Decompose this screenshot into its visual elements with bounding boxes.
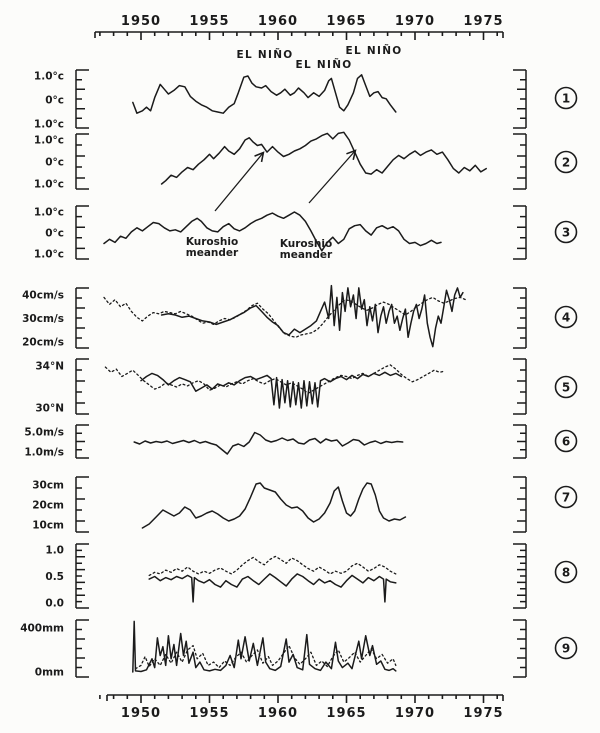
el-nino-annotation-0: EL NIÑO bbox=[236, 48, 293, 61]
panel-9-right-scale-bracket bbox=[513, 619, 527, 678]
panel-8-y-tick-label-1: 0.5 bbox=[45, 571, 64, 583]
panel-3-number-circle bbox=[554, 220, 578, 244]
kuroshio-meander-annotation-0-line1: Kuroshio bbox=[186, 236, 238, 248]
panel-9-y-tick-label-0: 400mm bbox=[20, 623, 64, 635]
bottom-axis-year-label-1975: 1975 bbox=[463, 706, 503, 721]
panel-9-number-label: 9 bbox=[562, 642, 570, 656]
panel-7-y-tick-label-1: 20cm bbox=[32, 500, 64, 512]
kuroshio-meander-annotation-0-line2: meander bbox=[186, 247, 239, 259]
panel-2-y-tick-label-0: 1.0°c bbox=[34, 135, 64, 147]
panel-1-y-tick-label-0: 1.0°c bbox=[34, 71, 64, 83]
panel-6-series-wind-speed bbox=[133, 431, 404, 455]
top-axis bbox=[94, 31, 504, 40]
panel-5-series-latitude-dashed bbox=[104, 364, 445, 394]
panel-6-y-tick-label-1: 1.0m/s bbox=[24, 447, 64, 459]
panel-6-right-scale-bracket bbox=[513, 424, 527, 459]
bottom-axis bbox=[99, 694, 504, 703]
panel-7-y-tick-label-2: 10cm bbox=[32, 520, 64, 532]
panel-7-right-scale-bracket bbox=[513, 476, 527, 533]
panel-7-left-scale-bracket bbox=[75, 476, 89, 533]
panel-1-left-scale-bracket bbox=[75, 69, 89, 129]
panel-1-y-tick-label-2: 1.0°c bbox=[34, 119, 64, 131]
panel-8-left-scale-bracket bbox=[75, 543, 89, 609]
panel-3-y-tick-label-0: 1.0°c bbox=[34, 207, 64, 219]
bottom-axis-year-label-1955: 1955 bbox=[189, 706, 229, 721]
panel-2-number-label: 2 bbox=[562, 156, 570, 170]
panel-5-number-label: 5 bbox=[562, 381, 570, 395]
top-axis-year-label-1960: 1960 bbox=[258, 14, 298, 29]
panel-6-y-tick-label-0: 5.0m/s bbox=[24, 427, 64, 439]
panel-1-number-circle bbox=[554, 86, 578, 110]
panel-4-y-tick-label-1: 30cm/s bbox=[22, 313, 64, 325]
panel-2-number-circle bbox=[554, 150, 578, 174]
panel-3-y-tick-label-2: 1.0°c bbox=[34, 249, 64, 261]
panel-4-y-tick-label-0: 40cm/s bbox=[22, 290, 64, 302]
panel-6-left-scale-bracket bbox=[75, 424, 89, 459]
panel-5-series-latitude-solid bbox=[140, 371, 403, 409]
kuroshio-meander-annotation-1-line2: meander bbox=[280, 249, 333, 261]
panel-5-right-scale-bracket bbox=[513, 358, 527, 415]
panel-9-number-circle bbox=[554, 636, 578, 660]
el-nino-annotation-1: EL NIÑO bbox=[295, 58, 352, 71]
panel-4-y-tick-label-2: 20cm/s bbox=[22, 337, 64, 349]
panel-8-right-scale-bracket bbox=[513, 543, 527, 609]
panel-5-number-circle bbox=[554, 375, 578, 399]
panel-8-series-index-solid bbox=[148, 573, 397, 603]
panel-4-number-label: 4 bbox=[562, 311, 570, 325]
panel-4-series-current-speed-solid bbox=[160, 284, 464, 348]
panel-9-series-rainfall-dashed bbox=[134, 644, 397, 670]
panel-5-left-scale-bracket bbox=[75, 358, 89, 415]
lag-arrow-0 bbox=[214, 153, 263, 212]
panel-3-right-scale-bracket bbox=[513, 205, 527, 260]
panel-3-y-tick-label-1: 0°c bbox=[45, 228, 64, 240]
panel-2-left-scale-bracket bbox=[75, 133, 89, 190]
panel-1-right-scale-bracket bbox=[513, 69, 527, 129]
top-axis-year-label-1970: 1970 bbox=[395, 14, 435, 29]
top-axis-year-label-1975: 1975 bbox=[463, 14, 503, 29]
panel-6-number-label: 6 bbox=[562, 435, 570, 449]
panel-5-y-tick-label-1: 30°N bbox=[35, 403, 64, 415]
bottom-axis-year-label-1950: 1950 bbox=[121, 706, 161, 721]
panel-3-number-label: 3 bbox=[562, 226, 570, 240]
panel-8-y-tick-label-0: 1.0 bbox=[45, 545, 64, 557]
lag-arrow-1 bbox=[308, 151, 355, 204]
panel-4-right-scale-bracket bbox=[513, 287, 527, 349]
panel-7-y-tick-label-0: 30cm bbox=[32, 480, 64, 492]
panel-8-series-index-dashed bbox=[148, 555, 397, 577]
top-axis-year-label-1965: 1965 bbox=[326, 14, 366, 29]
panel-5-y-tick-label-0: 34°N bbox=[35, 361, 64, 373]
panel-2-y-tick-label-1: 0°c bbox=[45, 157, 64, 169]
bottom-axis-year-label-1965: 1965 bbox=[326, 706, 366, 721]
panel-7-series-sea-level bbox=[141, 482, 407, 529]
panel-8-number-label: 8 bbox=[562, 566, 570, 580]
panel-1-number-label: 1 bbox=[562, 92, 570, 106]
panel-4-number-circle bbox=[554, 305, 578, 329]
panel-9-series-rainfall-solid bbox=[132, 620, 397, 673]
panel-7-number-label: 7 bbox=[562, 491, 570, 505]
panel-4-series-current-speed-dashed bbox=[103, 296, 467, 338]
kuroshio-meander-annotation-1-line1: Kuroshio bbox=[280, 238, 332, 250]
top-axis-year-label-1950: 1950 bbox=[121, 14, 161, 29]
panel-1-series-temperature-anomaly bbox=[132, 74, 397, 114]
panel-9-y-tick-label-1: 0mm bbox=[35, 667, 64, 679]
panel-8-y-tick-label-2: 0.0 bbox=[45, 598, 64, 610]
top-axis-year-label-1955: 1955 bbox=[189, 14, 229, 29]
panel-3-left-scale-bracket bbox=[75, 205, 89, 260]
panel-2-series-temperature-anomaly bbox=[160, 131, 487, 185]
panel-8-number-circle bbox=[554, 560, 578, 584]
panel-2-y-tick-label-2: 1.0°c bbox=[34, 179, 64, 191]
el-nino-annotation-2: EL NIÑO bbox=[345, 44, 402, 57]
panel-3-series-temperature-anomaly bbox=[103, 211, 442, 252]
panel-7-number-circle bbox=[554, 485, 578, 509]
panel-6-number-circle bbox=[554, 429, 578, 453]
bottom-axis-year-label-1970: 1970 bbox=[395, 706, 435, 721]
panel-9-left-scale-bracket bbox=[75, 619, 89, 678]
panel-2-right-scale-bracket bbox=[513, 133, 527, 190]
bottom-axis-year-label-1960: 1960 bbox=[258, 706, 298, 721]
panel-1-y-tick-label-1: 0°c bbox=[45, 95, 64, 107]
panel-4-left-scale-bracket bbox=[75, 287, 89, 349]
